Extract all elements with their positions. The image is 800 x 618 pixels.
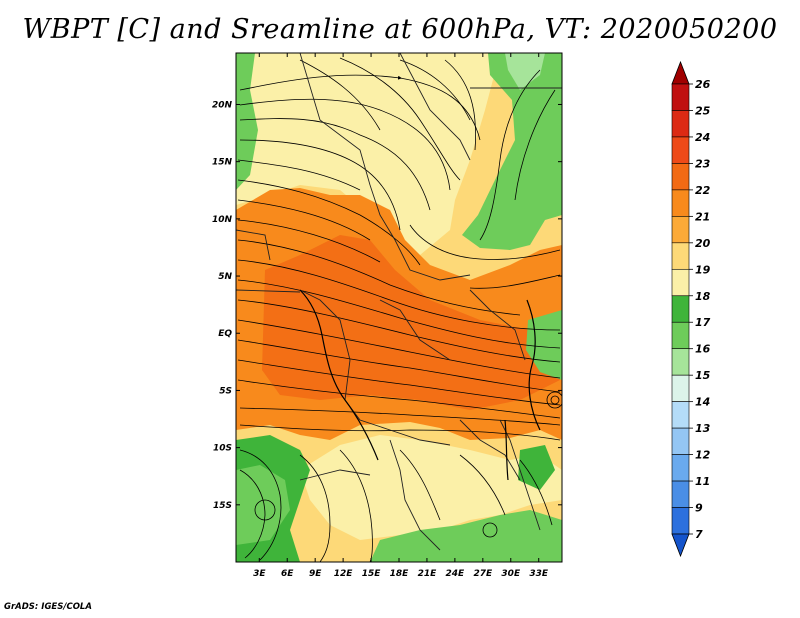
- colorbar-label: 26: [695, 78, 711, 91]
- colorbar-label: 25: [695, 104, 711, 117]
- x-tick-label: 15E: [362, 569, 382, 579]
- colorbar-segment: [671, 507, 690, 535]
- colorbar-segment: [671, 348, 690, 376]
- field-cool-north: [236, 53, 500, 255]
- colorbar-label: 22: [695, 184, 711, 197]
- colorbar-segment: [671, 427, 690, 455]
- colorbar-segment: [671, 268, 690, 297]
- x-axis: 3E 6E 9E 12E 15E 18E 21E 24E 27E 30E 33E: [253, 53, 549, 579]
- field-green-southeast: [370, 510, 562, 562]
- grads-credit: GrADS: IGES/COLA: [4, 602, 92, 612]
- colorbar-bottom-arrow: [671, 533, 690, 558]
- x-tick-label: 12E: [334, 569, 354, 579]
- streamlines: [237, 57, 562, 562]
- y-tick-label: EQ: [218, 329, 232, 339]
- colorbar-segment: [671, 321, 690, 350]
- colorbar-label: 12: [695, 449, 711, 462]
- colorbar-segment: [671, 374, 690, 402]
- colorbar-segment: [671, 163, 690, 191]
- colorbar-label: 16: [695, 343, 711, 356]
- y-axis: 20N 15N 10N 5N EQ 5S 10S 15S: [212, 100, 562, 511]
- colorbar-segment: [671, 295, 690, 323]
- colorbar-label: 19: [695, 263, 711, 276]
- colorbar-segment: [671, 189, 690, 217]
- colorbar-segment: [671, 401, 690, 429]
- colorbar-segment: [671, 216, 690, 244]
- x-tick-label: 18E: [390, 569, 410, 579]
- x-tick-label: 27E: [473, 569, 493, 579]
- y-tick-label: 20N: [212, 100, 233, 110]
- field-green-east-coast: [526, 310, 562, 380]
- field-green-northeast: [462, 53, 562, 250]
- y-tick-label: 5N: [218, 272, 232, 282]
- x-tick-label: 3E: [253, 569, 266, 579]
- field-green-se-coast: [518, 445, 555, 490]
- colorbar-label: 23: [695, 157, 711, 170]
- colorbar-label: 24: [695, 131, 710, 144]
- colorbar-label: 21: [695, 210, 710, 223]
- colorbar-label: 9: [695, 502, 703, 515]
- x-tick-label: 24E: [446, 569, 466, 579]
- x-tick-label: 33E: [529, 569, 549, 579]
- colorbar-top-arrow: [671, 60, 690, 85]
- colorbar-label: 13: [695, 422, 711, 435]
- colorbar-segment: [671, 136, 690, 164]
- field-green-west: [236, 53, 258, 190]
- colorbar-segment: [671, 242, 690, 270]
- y-tick-label: 15N: [212, 158, 233, 168]
- colorbar-label: 14: [695, 396, 710, 409]
- country-borders: [236, 53, 562, 551]
- colorbar-label: 18: [695, 290, 711, 303]
- y-tick-label: 5S: [219, 386, 232, 396]
- y-tick-label: 10N: [212, 215, 233, 225]
- y-tick-label: 15S: [213, 501, 232, 511]
- colorbar: 26 25 24 23 22 21 20 19 18 17 16 15 14 13 12 11 9 7: [671, 60, 711, 558]
- x-tick-label: 30E: [501, 569, 521, 579]
- colorbar-segment: [671, 480, 690, 508]
- colorbar-segment: [671, 110, 690, 138]
- colorbar-segment: [671, 83, 690, 111]
- map-area: [236, 53, 562, 562]
- colorbar-label: 11: [695, 475, 710, 488]
- colorbar-label: 17: [695, 316, 711, 329]
- chart-title: WBPT [C] and Sreamline at 600hPa, VT: 20…: [22, 14, 778, 45]
- field-green-southwest-light: [236, 465, 290, 545]
- field-cool-south: [300, 435, 562, 540]
- colorbar-label: 15: [695, 369, 711, 382]
- x-tick-label: 21E: [418, 569, 438, 579]
- x-tick-label: 6E: [281, 569, 294, 579]
- x-tick-label: 9E: [309, 569, 322, 579]
- colorbar-label: 7: [695, 528, 703, 541]
- coastlines: [299, 289, 541, 481]
- colorbar-label: 20: [695, 237, 711, 250]
- colorbar-segment: [671, 454, 690, 482]
- y-tick-label: 10S: [213, 444, 232, 454]
- field-green-northeast-light: [505, 53, 545, 90]
